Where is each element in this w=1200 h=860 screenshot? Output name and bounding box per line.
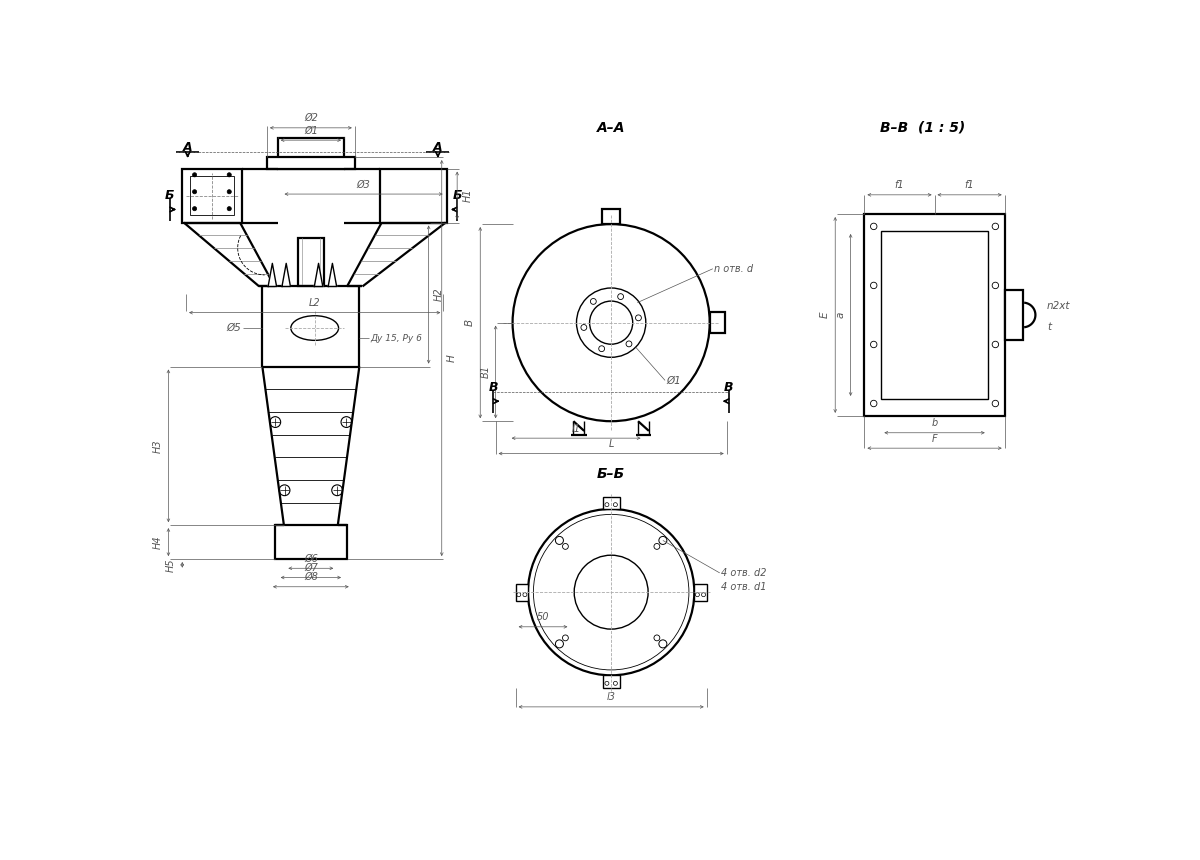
Text: n отв. d: n отв. d xyxy=(714,264,752,273)
Polygon shape xyxy=(864,214,1004,416)
Circle shape xyxy=(192,206,197,211)
Text: t: t xyxy=(1046,322,1051,331)
Text: А: А xyxy=(433,140,443,154)
Text: H: H xyxy=(448,354,457,362)
Polygon shape xyxy=(182,169,241,223)
Text: l1: l1 xyxy=(571,423,581,433)
Polygon shape xyxy=(282,263,290,286)
Polygon shape xyxy=(380,169,448,223)
Text: В1: В1 xyxy=(480,366,491,378)
Circle shape xyxy=(192,190,197,194)
Text: 4 отв. d2: 4 отв. d2 xyxy=(721,568,767,578)
Circle shape xyxy=(280,485,290,495)
Text: В: В xyxy=(488,381,498,394)
Text: L: L xyxy=(608,439,614,449)
Text: Ø5: Ø5 xyxy=(227,323,241,333)
Text: Ø8: Ø8 xyxy=(304,572,318,582)
Polygon shape xyxy=(266,157,355,169)
Text: E: E xyxy=(820,311,830,318)
Polygon shape xyxy=(328,263,337,286)
Circle shape xyxy=(192,173,197,177)
Text: Б–Б: Б–Б xyxy=(598,467,625,482)
Text: n2xt: n2xt xyxy=(1046,301,1070,310)
Text: Ø7: Ø7 xyxy=(304,563,318,573)
Text: H4: H4 xyxy=(154,535,163,549)
Polygon shape xyxy=(602,497,619,509)
Text: b: b xyxy=(931,418,937,428)
Text: F: F xyxy=(931,433,937,444)
Text: f1: f1 xyxy=(965,181,974,190)
Polygon shape xyxy=(277,138,344,169)
Polygon shape xyxy=(602,209,620,224)
Text: H1: H1 xyxy=(462,189,473,202)
Circle shape xyxy=(341,416,352,427)
Text: Ø1: Ø1 xyxy=(304,126,318,136)
Text: f1: f1 xyxy=(895,181,905,190)
Text: Б: Б xyxy=(452,189,462,202)
Text: Ø1: Ø1 xyxy=(666,376,682,385)
Text: А–А: А–А xyxy=(596,121,625,135)
Text: l3: l3 xyxy=(607,692,616,703)
Text: Ø3: Ø3 xyxy=(356,180,371,189)
Text: А: А xyxy=(182,140,192,154)
Circle shape xyxy=(270,416,281,427)
Polygon shape xyxy=(1004,290,1024,340)
Polygon shape xyxy=(268,263,276,286)
Circle shape xyxy=(227,206,232,211)
Polygon shape xyxy=(516,584,528,600)
Text: 50: 50 xyxy=(536,612,550,622)
Text: В: В xyxy=(725,381,733,394)
Text: В: В xyxy=(464,319,475,326)
Circle shape xyxy=(227,190,232,194)
Circle shape xyxy=(227,173,232,177)
Text: H3: H3 xyxy=(154,439,163,452)
Text: В–В  (1 : 5): В–В (1 : 5) xyxy=(881,121,966,135)
Polygon shape xyxy=(602,675,619,688)
Text: Б: Б xyxy=(166,189,175,202)
Circle shape xyxy=(331,485,342,495)
Text: Ø2: Ø2 xyxy=(304,114,318,123)
Polygon shape xyxy=(314,263,323,286)
Text: a: a xyxy=(835,312,845,318)
Text: H5: H5 xyxy=(166,558,176,572)
Text: L2: L2 xyxy=(308,298,320,308)
Polygon shape xyxy=(275,525,347,559)
Text: Ду 15, Ру 6: Ду 15, Ру 6 xyxy=(370,334,422,342)
Polygon shape xyxy=(709,312,725,334)
Text: H2: H2 xyxy=(434,288,444,301)
Polygon shape xyxy=(695,584,707,600)
Polygon shape xyxy=(298,238,324,286)
Text: Ø6: Ø6 xyxy=(304,554,318,563)
Text: 4 отв. d1: 4 отв. d1 xyxy=(721,581,767,592)
